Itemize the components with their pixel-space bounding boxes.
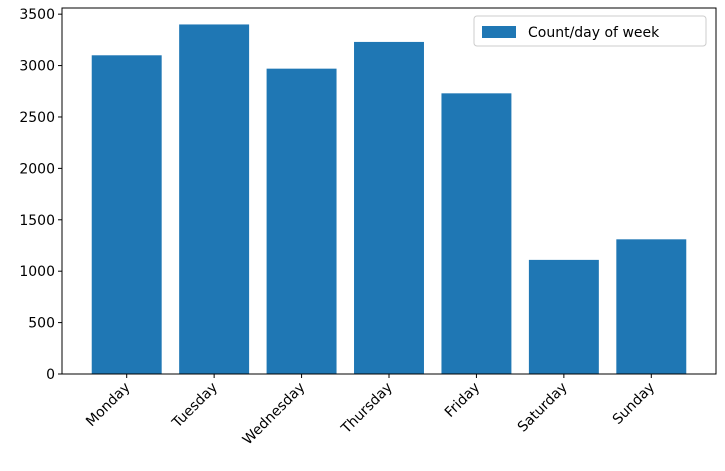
y-tick-label: 500 [28, 316, 55, 332]
legend-label: Count/day of week [528, 25, 660, 41]
x-tick-label: Thursday [338, 380, 396, 438]
bar [528, 259, 599, 374]
y-tick-label: 2000 [19, 161, 55, 177]
axes-frame [61, 7, 717, 375]
legend-swatch [482, 26, 516, 38]
bar [266, 68, 337, 375]
bar [441, 93, 512, 375]
x-tick-label: Tuesday [169, 380, 221, 432]
x-tick-label: Friday [442, 380, 483, 421]
bar [616, 239, 687, 374]
bar [179, 24, 250, 375]
legend-box [473, 15, 707, 47]
bar [354, 41, 424, 374]
x-tick-label: Monday [83, 380, 133, 430]
x-tick-label: Wednesday [240, 380, 309, 449]
bar [91, 55, 162, 374]
y-tick-label: 0 [46, 367, 55, 383]
y-tick-label: 3500 [19, 7, 55, 23]
y-tick-label: 3000 [19, 59, 55, 75]
x-tick-label: Sunday [610, 380, 658, 428]
y-tick-label: 1000 [19, 264, 55, 280]
y-tick-label: 1500 [19, 213, 55, 229]
x-tick-label: Saturday [515, 380, 571, 436]
y-tick-label: 2500 [19, 110, 55, 126]
